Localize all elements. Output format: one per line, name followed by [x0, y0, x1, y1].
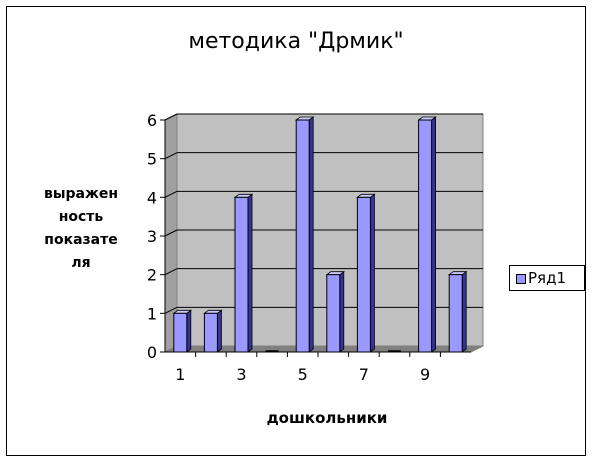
y-axis-label: выражен ность показате ля	[43, 186, 119, 271]
bar-side	[461, 270, 467, 353]
bar	[418, 119, 433, 353]
bar	[295, 119, 310, 353]
y-tick-label: 2	[147, 266, 157, 285]
bar-side	[216, 309, 222, 353]
bar-side	[247, 193, 253, 353]
legend: Ряд1	[509, 265, 585, 291]
chart-frame: методика "Дрмик" выражен ность показате …	[6, 6, 586, 456]
y-tick-label: 0	[147, 343, 157, 362]
legend-swatch	[516, 274, 526, 284]
y-tick-label: 6	[147, 111, 157, 130]
chart-title: методика "Дрмик"	[188, 29, 404, 54]
x-axis-label: дошкольники	[266, 409, 388, 427]
x-tick-label: 1	[175, 365, 185, 384]
bar	[234, 196, 249, 353]
gridline-depth	[164, 229, 178, 237]
legend-entry-label: Ряд1	[528, 269, 566, 287]
x-tick-label: 9	[420, 365, 430, 384]
gridline-depth	[164, 306, 178, 314]
gridline-depth	[164, 152, 178, 160]
gridline-depth	[164, 268, 178, 276]
x-tick-label: 3	[236, 365, 246, 384]
y-tick-label: 5	[147, 150, 157, 169]
y-tick-label: 1	[147, 304, 157, 323]
bar	[356, 196, 371, 353]
bar-side	[431, 116, 437, 353]
bar	[203, 312, 218, 353]
x-tick-label: 5	[298, 365, 308, 384]
bar-side	[369, 193, 375, 353]
bar	[173, 312, 188, 353]
bar	[448, 274, 463, 353]
gridline-depth	[164, 113, 178, 121]
y-tick-label: 3	[147, 227, 157, 246]
bar-side	[339, 270, 345, 353]
bar-side	[308, 116, 314, 353]
bar-side	[186, 309, 192, 353]
x-tick-label: 7	[359, 365, 369, 384]
gridline-depth	[164, 190, 178, 198]
y-tick-label: 4	[147, 188, 157, 207]
bar	[326, 274, 341, 353]
